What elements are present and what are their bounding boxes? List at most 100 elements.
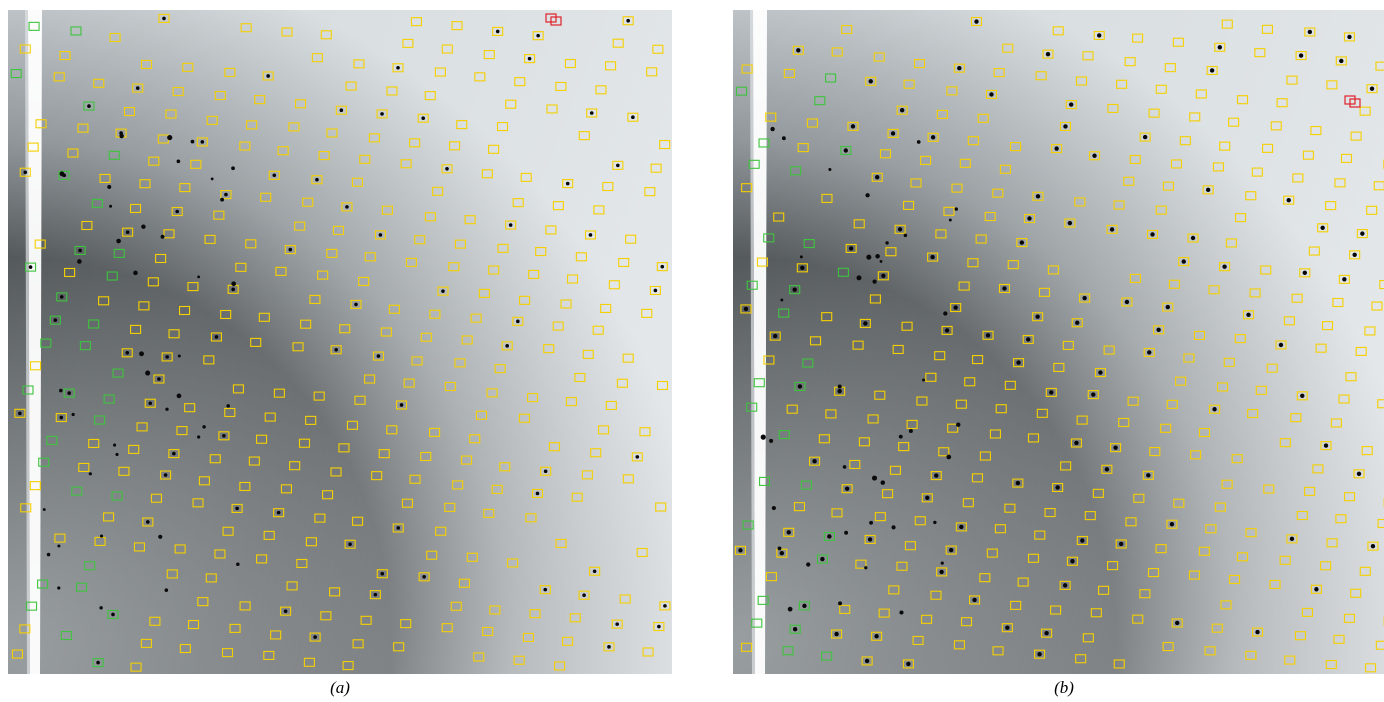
spot-box-icon bbox=[985, 89, 998, 99]
diffraction-spot bbox=[635, 455, 640, 459]
spot-box-icon bbox=[300, 319, 312, 329]
spot-box-icon bbox=[1236, 552, 1248, 562]
spot-box-icon bbox=[165, 109, 177, 119]
spot-box-icon bbox=[27, 142, 39, 152]
overlap-spot-box-icon bbox=[550, 16, 562, 26]
spot-box-icon bbox=[741, 64, 753, 74]
spot-box-icon bbox=[98, 296, 110, 306]
spot-box-icon bbox=[901, 321, 913, 331]
spot-box-icon bbox=[1146, 229, 1159, 239]
diffraction-spot bbox=[1097, 33, 1102, 38]
spot-box-icon bbox=[123, 107, 136, 117]
spot-box-icon bbox=[1118, 417, 1130, 428]
spot-box-icon bbox=[1255, 385, 1267, 395]
diffraction-spot bbox=[660, 264, 665, 269]
spot-box-icon bbox=[798, 601, 810, 611]
spot-box-icon bbox=[483, 50, 495, 60]
spot-box-icon bbox=[644, 187, 656, 197]
spot-box-icon bbox=[951, 183, 963, 193]
spot-box-icon bbox=[83, 101, 95, 111]
diffraction-spot bbox=[1175, 620, 1180, 626]
spot-box-icon bbox=[809, 336, 822, 346]
spot-box-icon bbox=[560, 299, 572, 309]
spot-box-icon bbox=[113, 248, 125, 258]
spot-box-icon bbox=[1041, 628, 1053, 638]
spot-box-icon bbox=[642, 647, 654, 657]
spot-box-icon bbox=[478, 288, 490, 298]
spot-box-icon bbox=[571, 492, 583, 502]
diffraction-spot bbox=[313, 635, 317, 639]
spot-box-icon bbox=[107, 609, 119, 619]
spot-box-icon bbox=[1107, 561, 1119, 571]
spot-box-icon bbox=[1004, 380, 1016, 390]
spot-layer bbox=[10, 13, 671, 672]
spot-box-icon bbox=[214, 549, 226, 559]
spot-box-icon bbox=[136, 422, 148, 432]
spot-box-icon bbox=[1364, 663, 1377, 673]
spot-box-icon bbox=[1335, 514, 1347, 524]
spot-box-icon bbox=[652, 44, 664, 54]
spot-box-icon bbox=[1027, 553, 1040, 563]
spot-box-icon bbox=[555, 538, 567, 548]
spot-box-icon bbox=[1286, 534, 1298, 544]
spot-box-icon bbox=[789, 624, 801, 634]
diffraction-spot bbox=[1054, 146, 1059, 151]
spot-box-icon bbox=[1375, 61, 1384, 71]
spot-box-icon bbox=[734, 545, 746, 555]
spot-box-icon bbox=[149, 616, 161, 626]
spot-box-icon bbox=[1173, 498, 1185, 508]
diffraction-spot bbox=[18, 411, 22, 416]
spot-box-icon bbox=[320, 611, 332, 621]
spot-box-icon bbox=[429, 309, 441, 319]
spot-box-icon bbox=[1090, 608, 1102, 618]
spot-box-icon bbox=[616, 378, 628, 388]
diffraction-spot bbox=[850, 124, 856, 129]
spot-box-icon bbox=[112, 368, 124, 378]
spot-box-icon bbox=[1044, 507, 1056, 518]
diffraction-spot bbox=[527, 56, 532, 61]
spot-box-icon bbox=[270, 630, 282, 640]
diffraction-spot bbox=[800, 265, 805, 271]
spot-box-icon bbox=[350, 299, 362, 309]
spot-box-icon bbox=[148, 156, 160, 166]
spot-box-icon bbox=[38, 457, 50, 467]
spot-box-icon bbox=[376, 109, 388, 119]
diffraction-spot bbox=[592, 569, 597, 574]
spot-box-icon bbox=[786, 404, 798, 414]
spot-box-icon bbox=[1242, 310, 1255, 320]
spot-box-icon bbox=[1211, 623, 1223, 633]
spot-box-icon bbox=[475, 410, 488, 420]
spot-box-icon bbox=[1312, 464, 1324, 474]
spot-box-icon bbox=[1064, 218, 1076, 228]
spot-box-icon bbox=[22, 385, 34, 395]
spot-box-icon bbox=[882, 489, 894, 499]
overlap-spot-box-icon bbox=[1349, 98, 1361, 108]
diffraction-spot bbox=[653, 288, 658, 293]
diffraction-spot bbox=[1150, 232, 1155, 237]
diffraction-spot bbox=[944, 328, 950, 333]
spot-box-icon bbox=[1221, 479, 1233, 489]
spot-box-icon bbox=[867, 414, 879, 424]
spot-box-icon bbox=[250, 337, 262, 347]
spot-box-icon bbox=[20, 503, 32, 513]
spot-box-icon bbox=[1212, 162, 1224, 172]
spot-box-icon bbox=[1343, 613, 1356, 623]
spot-box-icon bbox=[943, 206, 955, 216]
spot-box-icon bbox=[1338, 394, 1350, 404]
spot-box-icon bbox=[402, 38, 414, 48]
spot-box-icon bbox=[603, 642, 615, 652]
spot-box-icon bbox=[1261, 24, 1274, 34]
spot-box-icon bbox=[111, 491, 123, 501]
diffraction-spot bbox=[1080, 538, 1085, 543]
spot-box-icon bbox=[518, 413, 530, 423]
diffraction-spot bbox=[1037, 651, 1042, 657]
spot-box-icon bbox=[746, 402, 758, 412]
diffraction-spot bbox=[200, 140, 205, 144]
spot-box-icon bbox=[562, 179, 574, 189]
diffraction-spot bbox=[266, 74, 270, 78]
spot-box-icon bbox=[896, 105, 908, 115]
diffraction-spot bbox=[588, 233, 593, 237]
spot-box-icon bbox=[305, 537, 317, 547]
diffraction-spot bbox=[812, 458, 817, 464]
spot-box-icon bbox=[853, 219, 865, 229]
